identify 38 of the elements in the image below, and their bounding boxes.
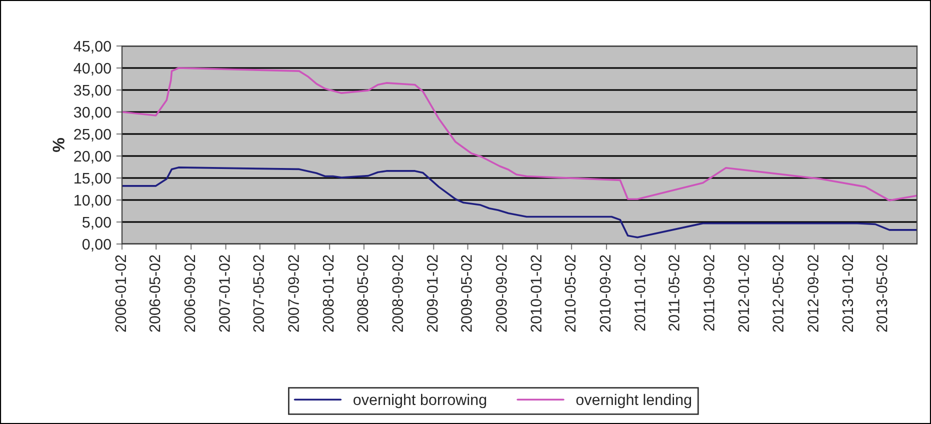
x-tick-label: 2013-05-02 [876,255,888,332]
x-tick-label: 2006-05-02 [149,255,160,332]
x-tick-label: 2012-09-02 [808,255,818,332]
x-tick-label: 2011-01-02 [634,255,646,331]
y-tick-label: 30,00 [74,106,111,120]
x-tick-label: 2010-09-02 [600,255,611,332]
y-tick-label: 45,00 [74,40,111,54]
x-tick-label: 2009-05-02 [461,255,472,332]
y-tick-label: 25,00 [74,128,111,142]
y-tick-label: 35,00 [74,84,111,98]
x-tick-label: 2012-01-02 [738,255,750,332]
y-tick-label: 40,00 [74,62,111,76]
x-tick-label: 2008-09-02 [392,255,404,332]
x-tick-label: 2013-01-02 [842,255,854,332]
legend-label: overnight lending [576,394,692,408]
x-tick-label: 2010-05-02 [564,255,576,332]
line-series [122,166,917,238]
x-tick-label: 2008-05-02 [357,255,368,332]
y-tick-label: 10,00 [74,194,111,208]
line-series [122,67,917,202]
x-tick-label: 2007-05-02 [253,255,264,332]
x-tick-label: 2006-01-02 [115,255,126,332]
x-tick-label: 2006-09-02 [184,255,196,332]
x-tick-label: 2007-09-02 [288,255,299,332]
y-axis-title: % [52,138,64,152]
x-tick-label: 2008-01-02 [322,255,334,332]
y-tick-label: 0,00 [82,238,111,252]
x-tick-label: 2009-09-02 [496,255,507,332]
y-tick-label: 5,00 [82,216,111,230]
y-tick-label: 20,00 [74,150,111,164]
x-tick-label: 2011-05-02 [668,255,680,331]
x-tick-label: 2007-01-02 [219,255,230,332]
legend-label: overnight borrowing [354,394,486,408]
x-tick-label: 2011-09-02 [704,255,714,331]
x-tick-label: 2010-01-02 [530,255,542,332]
x-tick-label: 2009-01-02 [426,255,438,332]
y-tick-label: 15,00 [74,172,111,186]
x-tick-label: 2012-05-02 [772,255,784,332]
